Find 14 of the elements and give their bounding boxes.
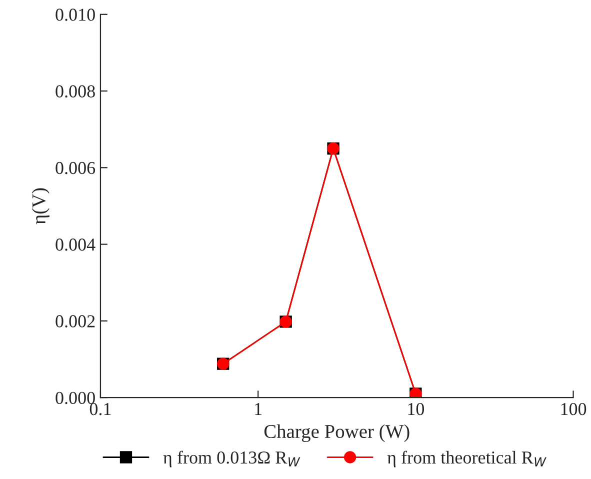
- x-axis-title: Charge Power (W): [264, 424, 410, 442]
- legend-label: η from theoretical R$_{W}$: [387, 450, 546, 468]
- legend-label: η from 0.013Ω R$_{W}$: [163, 450, 300, 468]
- y-tick-label: 0.002: [56, 315, 95, 328]
- y-tick-label: 0.010: [56, 8, 95, 21]
- x-tick-label: 100: [561, 402, 586, 416]
- y-axis-title: η(V): [32, 188, 50, 224]
- x-tick-label: 1: [255, 403, 262, 415]
- y-tick-label: 0.004: [56, 238, 96, 251]
- y-tick-label: 0.000: [56, 392, 95, 404]
- x-tick-label: 10: [408, 402, 424, 416]
- y-tick-label: 0.008: [56, 85, 95, 98]
- y-tick-label: 0.006: [56, 162, 96, 174]
- x-tick-label: 0.1: [90, 402, 111, 416]
